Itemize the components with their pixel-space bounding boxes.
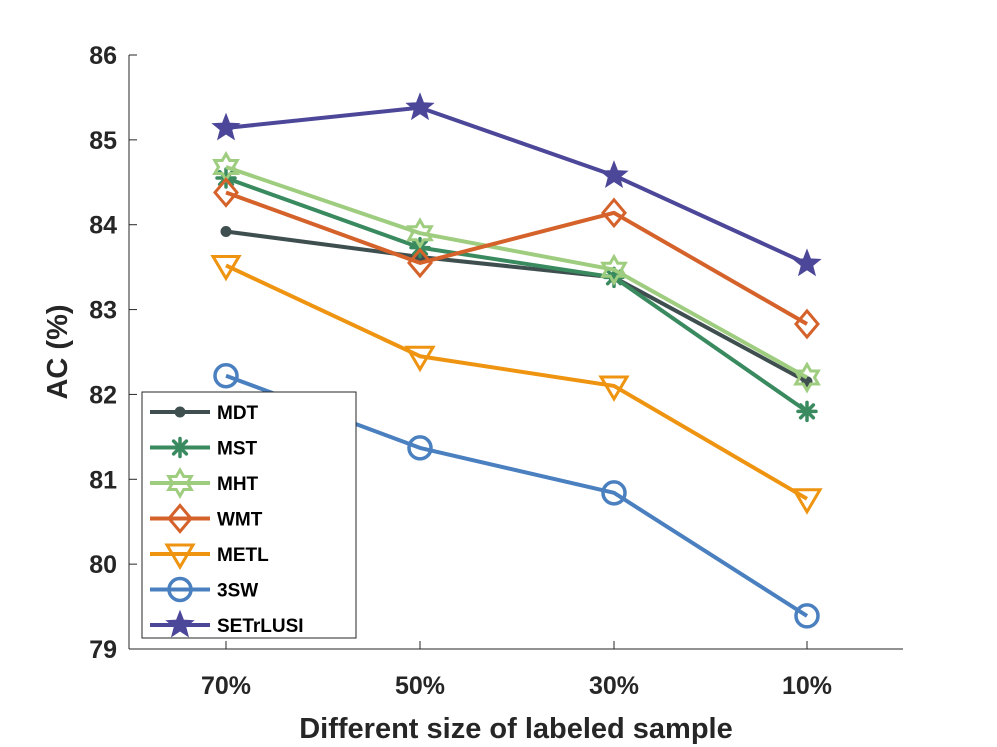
y-tick-label: 80 [89,551,117,579]
series-mst-marker [796,400,818,423]
series-3sw-marker [407,435,433,461]
y-tick-label: 84 [89,212,117,240]
series-setrlusi-marker [211,112,241,141]
series-mht-marker [793,361,821,394]
legend-setrlusi-marker [165,609,195,638]
series-setrlusi-marker [792,248,822,277]
legend-label-3sw: 3SW [217,581,258,602]
y-ticks: 79 80 81 82 83 84 85 86 [89,42,137,664]
x-tick-label: 30% [589,672,639,700]
legend-label-metl: METL [217,545,269,566]
series-wmt-marker [601,197,627,229]
series-3sw-marker [213,363,239,389]
series-metl-marker [404,345,436,373]
series-wmt [213,177,820,340]
legend-mht-marker [166,466,194,500]
series-wmt-marker [213,177,239,208]
legend: MDT MST MHT WMT METL 3SW SETrLUSI [141,391,357,639]
legend-item-wmt: WMT [150,503,263,534]
x-tick-label: 70% [201,672,251,700]
legend-item-mht: MHT [150,466,259,500]
y-tick-label: 83 [89,297,117,325]
legend-mst-marker [169,436,191,459]
legend-label-wmt: WMT [217,510,263,531]
series-mht-marker [406,217,434,250]
series-metl-marker [598,375,630,402]
series-3sw-marker [794,603,820,629]
legend-item-metl: METL [150,543,269,570]
x-tick-label: 50% [395,672,445,700]
legend-label-mst: MST [217,439,258,460]
series-wmt-marker [407,247,433,279]
legend-item-mdt: MDT [150,403,259,424]
legend-wmt-marker [167,503,193,534]
y-tick-label: 79 [89,636,117,664]
series-line-mst [225,176,809,414]
x-ticks: 70% 50% 30% 10% [201,641,832,700]
series-3sw-marker [601,480,627,506]
legend-item-3sw: 3SW [150,576,258,603]
legend-box [141,391,357,639]
x-tick-label: 10% [782,672,832,700]
series-mht-marker [600,253,628,286]
series-setrlusi-marker [405,92,435,121]
series-line-mdt [225,229,808,384]
legend-label-mht: MHT [217,474,259,495]
legend-label-mdt: MDT [217,403,259,424]
y-tick-label: 85 [89,127,117,155]
legend-label-setrlusi: SETrLUSI [217,616,304,637]
series-metl-marker [791,488,823,515]
series-line-setrlusi [225,105,808,266]
axes [128,55,903,650]
series-metl-marker [210,254,242,282]
series-setrlusi-marker [599,160,629,188]
series-line-metl [225,263,809,501]
legend-item-mst: MST [150,436,258,460]
series-mdt-marker [220,226,232,238]
legend-mdt-marker [174,406,186,418]
legend-metl-marker [164,543,196,570]
series-setrlusi [211,92,822,277]
y-tick-label: 86 [89,42,117,70]
x-axis-label: Different size of labeled sample [299,713,733,745]
y-tick-label: 81 [89,466,117,494]
series-metl [210,254,823,515]
y-axis-label: AC (%) [42,304,74,399]
series-mht [212,151,821,394]
y-tick-label: 82 [89,381,117,409]
series-line-mht [225,165,808,380]
series-wmt-marker [794,308,820,340]
series-line-wmt [225,190,808,326]
legend-3sw-marker [167,576,193,603]
legend-item-setrlusi: SETrLUSI [150,609,304,638]
